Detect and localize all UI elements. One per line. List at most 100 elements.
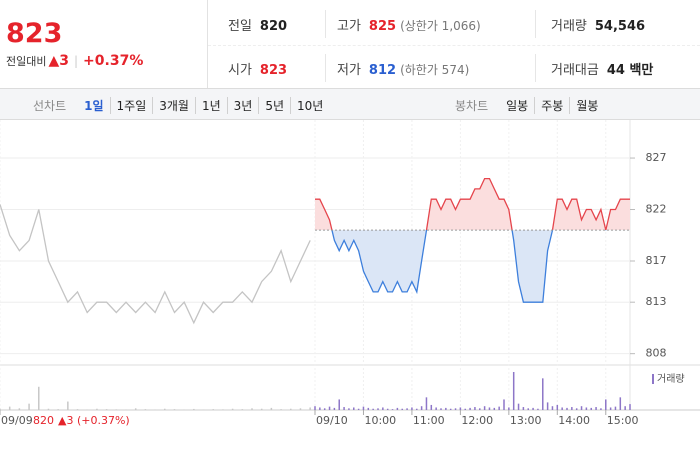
tab-heading: 봉차트 (455, 99, 489, 113)
period-tab[interactable]: 10년 (290, 97, 329, 114)
volume-bar (164, 408, 166, 410)
volume-bar (498, 406, 500, 410)
x-tick-label: 09/09 (1, 414, 33, 427)
volume-bar (614, 406, 617, 410)
price-line (0, 204, 311, 325)
volume-bar (76, 409, 79, 410)
stat-value: 54,546 (594, 19, 646, 34)
volume-bar (396, 407, 399, 410)
stat-label: 저가 (337, 63, 361, 78)
candle-tab[interactable]: 월봉 (569, 97, 604, 114)
volume-bar (488, 407, 491, 410)
x-tick-label: 14:00 (558, 414, 590, 427)
volume-bar (323, 408, 326, 410)
volume-bar (474, 407, 476, 410)
stat-value: 44 백만 (606, 63, 654, 78)
change-row: 전일대비 ▲3 | +0.37% (6, 53, 143, 69)
volume-bar (605, 399, 607, 410)
volume-bar (435, 407, 437, 410)
row-divider (208, 45, 700, 46)
volume-bar (445, 407, 447, 410)
stat: 전일 820 (228, 15, 287, 34)
candle-tab[interactable]: 일봉 (506, 99, 529, 113)
volume-bar (96, 408, 98, 410)
y-tick-label: 817 (646, 254, 667, 267)
volume-bar (546, 402, 549, 410)
stat-note: (하한가 574) (400, 63, 470, 77)
x-tick-label: 09/10 (316, 414, 348, 427)
x-tick-label: 15:00 (607, 414, 639, 427)
period-tab[interactable]: 5년 (258, 97, 290, 114)
baseline-fill (315, 178, 630, 303)
candle-chart-tabs: 봉차트 일봉 주봉 월봉 (455, 97, 604, 114)
volume-bar (556, 404, 559, 410)
volume-bar (551, 406, 554, 410)
volume-bar (231, 408, 234, 410)
y-tick-label: 822 (646, 203, 667, 216)
stat: 시가 823 (228, 59, 287, 78)
volume-bar (372, 408, 374, 410)
volume-bar (469, 407, 471, 410)
volume-bar (512, 372, 515, 410)
stat-value: 823 (259, 63, 288, 78)
period-tab[interactable]: 1년 (194, 97, 227, 114)
volume-bar (454, 408, 457, 410)
volume-bar (260, 408, 263, 410)
stat-value: 812 (368, 63, 397, 78)
stat-label: 고가 (337, 19, 361, 34)
stat: 거래량 54,546 (551, 15, 645, 34)
volume-bar (57, 409, 59, 410)
volume-bar (537, 408, 539, 410)
candle-tab[interactable]: 주봉 (534, 97, 569, 114)
period-tab[interactable]: 3개월 (152, 97, 195, 114)
stat-value: 825 (368, 19, 397, 34)
volume-bar (522, 407, 525, 410)
stat-label: 전일 (228, 19, 252, 34)
volume-bar (493, 407, 496, 410)
current-price: 823 (6, 18, 63, 49)
volume-bar (440, 408, 442, 410)
volume-bar (542, 378, 544, 410)
volume-bar (406, 408, 408, 410)
stat: 저가 812 (하한가 574) (337, 59, 469, 78)
volume-bar (464, 408, 466, 410)
change-label: 전일대비 (6, 55, 47, 68)
period-tab[interactable]: 1일 (84, 99, 104, 113)
volume-bar (575, 408, 578, 410)
volume-bar (580, 406, 583, 410)
stat-value: 820 (259, 19, 288, 34)
y-tick-label: 813 (646, 295, 667, 308)
volume-bar (343, 407, 345, 410)
volume-bar (67, 401, 69, 410)
info-text: 820 (33, 414, 54, 427)
volume-bar (377, 408, 379, 410)
period-tab[interactable]: 3년 (226, 97, 259, 114)
price-info: 820 ▲3 (+0.37%) (33, 414, 130, 427)
volume-bar (483, 406, 486, 410)
volume-bar (299, 408, 302, 410)
volume-bar (241, 409, 244, 410)
y-tick-label: 808 (646, 347, 667, 360)
volume-bar (328, 406, 331, 410)
volume-bar (367, 407, 370, 410)
divider (535, 54, 536, 82)
stat-label: 거래량 (551, 19, 587, 34)
volume-bar (391, 409, 394, 410)
volume-bar (561, 407, 563, 410)
volume-bar (527, 408, 529, 410)
price-line (315, 177, 630, 303)
volume-bar (624, 406, 626, 410)
volume-bar (609, 407, 612, 410)
volume-bar (382, 407, 384, 410)
divider (325, 54, 326, 82)
x-tick-label: 13:00 (510, 414, 542, 427)
volume-bar (479, 408, 481, 410)
volume-bar (532, 407, 534, 410)
volume-bar (115, 409, 118, 410)
volume-bar (600, 408, 602, 410)
volume-bar (590, 407, 592, 410)
price-panel: 823 전일대비 ▲3 | +0.37% (0, 0, 208, 88)
volume-bar (193, 408, 195, 410)
period-tab[interactable]: 1주일 (109, 97, 153, 114)
